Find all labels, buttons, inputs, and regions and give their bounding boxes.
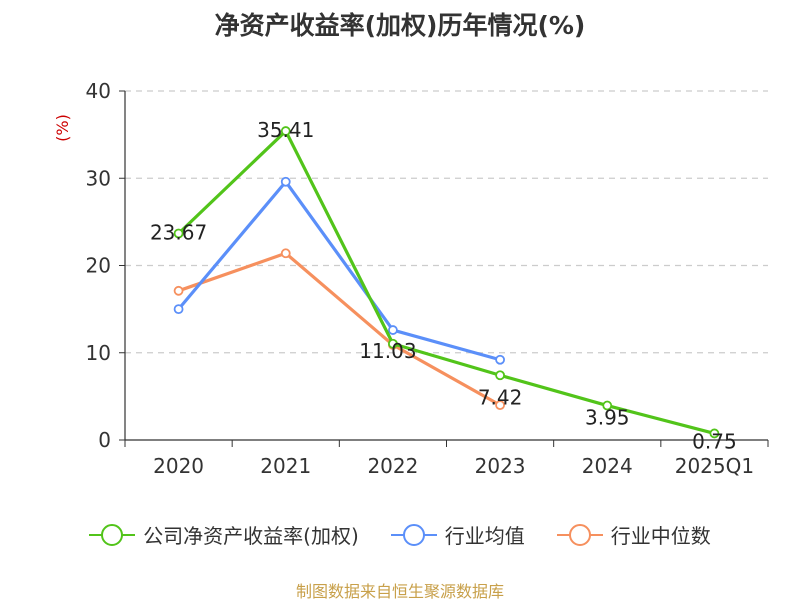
- legend: 公司净资产收益率(加权) 行业均值 行业中位数: [0, 520, 800, 549]
- data-point: [495, 354, 505, 365]
- series-line: [177, 180, 501, 362]
- x-tick-label: 2020: [153, 454, 204, 478]
- series-lines: [173, 126, 720, 439]
- data-point: [388, 325, 398, 335]
- data-point: [495, 370, 505, 381]
- axes: 0 10 20 30 40 (%) 2020 2021 2022 2023 2024 2025Q1: [53, 79, 769, 478]
- data-label: 0.75: [692, 429, 737, 453]
- data-labels: 23.67 35.41 11.03 7.42 3.95 0.75: [150, 118, 737, 453]
- source-note: 制图数据来自恒生聚源数据库: [295, 582, 504, 601]
- data-label: 11.03: [359, 339, 416, 363]
- series-line: [177, 129, 715, 436]
- data-point: [388, 338, 398, 349]
- series-line: [178, 251, 501, 407]
- data-point: [280, 126, 291, 136]
- data-point: [280, 248, 291, 259]
- legend-marker-icon: [390, 523, 437, 546]
- data-point: [602, 400, 613, 411]
- x-tick-label: 2024: [582, 454, 633, 478]
- legend-label: 行业中位数: [610, 524, 711, 548]
- y-tick-label: 10: [86, 341, 111, 365]
- data-label: 23.67: [150, 220, 207, 244]
- y-tick-label: 30: [86, 166, 111, 190]
- x-tick-label: 2023: [475, 454, 526, 478]
- legend-item-industry-median[interactable]: 行业中位数: [556, 520, 711, 549]
- data-point: [495, 400, 505, 411]
- data-point: [280, 176, 291, 187]
- data-label: 3.95: [585, 406, 630, 430]
- data-point: [173, 304, 184, 315]
- y-tick-label: 0: [98, 428, 111, 452]
- y-tick-label: 20: [86, 254, 111, 278]
- legend-label: 公司净资产收益率(加权): [143, 524, 359, 548]
- data-point: [173, 285, 184, 296]
- data-point: [709, 428, 720, 439]
- x-tick-label: 2021: [260, 454, 311, 478]
- x-tick-label: 2022: [367, 454, 418, 478]
- gridlines: [125, 90, 768, 354]
- data-point: [173, 228, 184, 239]
- legend-item-company[interactable]: 公司净资产收益率(加权): [89, 520, 359, 549]
- legend-label: 行业均值: [444, 524, 525, 548]
- legend-marker-icon: [556, 523, 603, 546]
- y-axis-title: (%): [53, 114, 72, 142]
- data-label: 7.42: [478, 385, 523, 409]
- legend-item-industry-mean[interactable]: 行业均值: [390, 520, 525, 549]
- chart-title: 净资产收益率(加权)历年情况(%): [214, 11, 586, 40]
- data-label: 35.41: [257, 118, 314, 142]
- y-tick-label: 40: [86, 79, 111, 103]
- legend-marker-icon: [89, 523, 136, 546]
- x-tick-label: 2025Q1: [675, 454, 754, 478]
